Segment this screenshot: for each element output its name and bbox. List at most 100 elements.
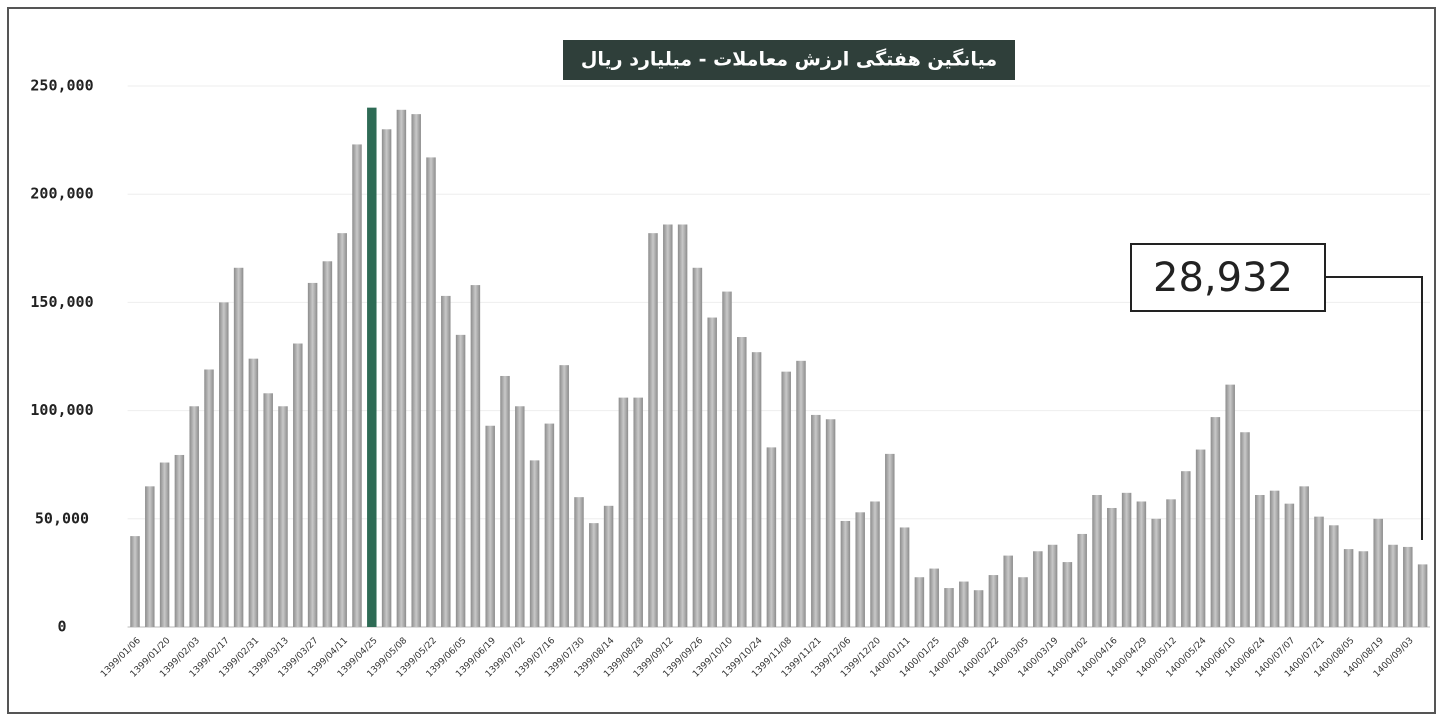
bar [322,261,333,627]
bar [278,406,288,627]
bar [1255,494,1265,627]
bar [677,224,688,627]
y-tick-label: 50,000 [35,509,89,527]
chart-title: میانگین هفتگی ارزش معاملات - میلیارد ریا… [581,48,997,71]
bar [130,536,140,627]
bar [1092,494,1102,627]
bar [648,233,658,628]
bar [899,527,910,627]
bar [396,109,407,627]
bar [293,343,303,627]
bar [1121,492,1132,627]
bar [515,406,525,627]
bar [1210,417,1221,627]
bar [411,114,421,627]
bar [870,501,880,627]
bar [1151,518,1161,627]
bar [1269,490,1280,627]
bar [441,295,451,627]
y-tick-label: 250,000 [30,77,93,95]
bar [825,419,836,627]
bar [248,358,259,627]
bar [973,590,984,627]
bar [1018,577,1028,627]
bar [1417,564,1428,627]
bar [811,414,821,627]
bar [1284,503,1295,627]
bar [1003,555,1013,627]
bar [219,302,229,627]
bar [929,568,939,627]
bar [381,129,392,627]
annotation-box [1130,243,1326,312]
y-tick-label: 100,000 [30,401,93,419]
bar [1062,562,1073,627]
bar [159,462,170,627]
leader-line [1325,276,1423,540]
bar [1358,551,1369,627]
bar [204,369,214,627]
bar [722,291,732,627]
bar [751,352,762,627]
bar [307,282,318,627]
bar [944,588,954,627]
bar [500,375,510,627]
bar [1299,486,1309,627]
bar [707,317,717,627]
bar [633,397,643,627]
bar [988,575,999,627]
bar [1388,544,1398,627]
bar [959,581,969,627]
bar [618,397,629,627]
bar [781,371,791,627]
bar [1195,449,1206,627]
bar [189,406,199,627]
bar [914,577,925,627]
bar [840,520,851,627]
bar [233,267,244,627]
bar [663,224,673,627]
bar [1314,516,1324,627]
bar [796,360,806,627]
bar [1343,549,1354,627]
bar [855,512,865,627]
bar [1166,499,1176,627]
y-tick-label: 200,000 [30,185,93,203]
y-tick-label: 150,000 [30,293,93,311]
bar [485,425,495,627]
bar [1240,432,1250,627]
bar [885,453,895,627]
title-box [563,40,1015,80]
bar [692,267,703,627]
y-tick-label: 0 [57,618,66,636]
bar [544,423,555,627]
bar [1225,384,1235,627]
bar [1077,533,1087,627]
bar [1033,551,1043,627]
bar [337,233,347,628]
bar [1181,471,1191,627]
bar [1329,525,1339,627]
bar [603,505,614,627]
bar [174,454,185,627]
bar [559,365,569,627]
bar [1136,501,1147,627]
bar [470,285,481,627]
bar [737,337,747,627]
bar [455,334,466,627]
bar [1047,544,1058,627]
bar [352,144,362,628]
bar [766,447,777,627]
bar [1373,518,1383,627]
bar [426,157,436,628]
annotation: 28,932 [1153,255,1293,301]
bar [1107,507,1117,627]
bar [263,393,273,627]
bar [589,523,599,627]
bar [529,460,540,627]
bar [145,486,155,627]
bar [574,497,584,627]
bar [1403,546,1413,627]
bar [367,107,377,627]
